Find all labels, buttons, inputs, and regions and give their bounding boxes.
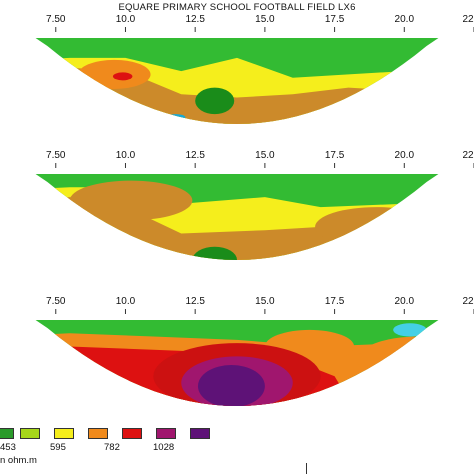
x-tick-label: 10.0	[115, 14, 136, 25]
chart-title: EQUARE PRIMARY SCHOOL FOOTBALL FIELD LX6	[118, 2, 356, 13]
legend-label: 453	[0, 442, 16, 453]
x-tick-label: 10.0	[115, 150, 136, 161]
pseudosection-2	[0, 163, 474, 260]
x-tick-label: 10.0	[115, 296, 136, 307]
legend-swatch	[0, 428, 14, 439]
legend-swatch	[156, 428, 176, 439]
x-tick-label: 15.0	[255, 14, 275, 25]
x-tick-label: 17.5	[324, 14, 345, 25]
x-tick-label: 20.0	[394, 296, 415, 307]
contour-anomaly-1	[69, 180, 193, 221]
x-tick-label: 20.0	[394, 150, 415, 161]
contour-anomaly-4	[165, 114, 186, 121]
x-tick-label: 15.0	[255, 296, 275, 307]
resistivity-contours	[0, 174, 474, 260]
legend-swatch	[190, 428, 210, 439]
x-tick-label: 7.50	[46, 14, 66, 25]
x-tick-label: 12.5	[185, 14, 205, 25]
pseudosection-panel-3: 7.50 10.0 12.5 15.0 17.5 20.0 22	[0, 296, 474, 426]
x-tick-label: 12.5	[185, 150, 205, 161]
legend-label: 595	[50, 442, 66, 453]
resistivity-contours	[0, 38, 474, 124]
legend-swatch	[88, 428, 108, 439]
x-tick-label: 20.0	[394, 14, 415, 25]
legend-swatch	[20, 428, 40, 439]
contour-anomaly-3	[192, 246, 238, 260]
x-tick-label: 7.50	[46, 150, 66, 161]
contour-anomaly-2	[112, 72, 133, 81]
x-tick-label: 12.5	[185, 296, 205, 307]
legend-swatch	[54, 428, 74, 439]
resistivity-contours	[0, 320, 474, 406]
pseudosection-3	[0, 309, 474, 406]
contour-anomaly-3	[195, 87, 235, 115]
x-tick-label: 17.5	[324, 296, 345, 307]
pseudosection-1	[0, 27, 474, 124]
contour-anomaly-6	[434, 321, 474, 338]
pseudosection-panel-2: 7.50 10.0 12.5 15.0 17.5 20.0 22	[0, 150, 474, 280]
x-tick-label: 22	[462, 150, 474, 161]
x-tick-label: 15.0	[255, 150, 275, 161]
x-tick-label: 17.5	[324, 150, 345, 161]
x-tick-label: 22	[462, 14, 474, 25]
cursor-bar	[306, 463, 307, 474]
pseudosection-panel-1: 7.50 10.0 12.5 15.0 17.5 20.0 22	[0, 14, 474, 144]
contour-anomaly-2	[315, 207, 438, 247]
legend-label: 782	[104, 442, 120, 453]
legend-unit: n ohm.m	[0, 455, 37, 466]
contour-anomaly-7	[393, 323, 427, 337]
color-legend: 453 595 782 1028	[0, 428, 474, 474]
x-tick-label: 7.50	[46, 296, 66, 307]
contour-anomaly-2	[356, 336, 474, 383]
contour-anomaly-5	[197, 364, 265, 406]
legend-label: 1028	[153, 442, 175, 453]
x-tick-label: 22	[462, 296, 474, 307]
legend-swatch	[122, 428, 142, 439]
